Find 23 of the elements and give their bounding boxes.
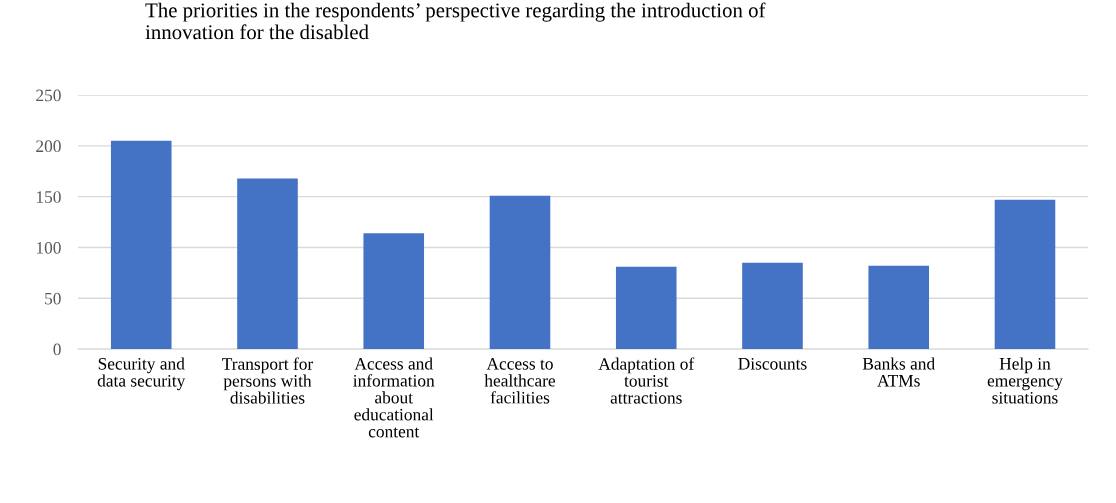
- x-tick-label: Transport for persons with disabilities: [222, 357, 314, 404]
- y-tick-label: 250: [36, 89, 61, 102]
- bar: [994, 199, 1056, 350]
- bar: [868, 265, 930, 350]
- bar: [489, 195, 551, 350]
- x-tick-label: Help in emergency situations: [987, 357, 1063, 404]
- x-tick-label: Access to healthcare facilities: [484, 358, 556, 404]
- bar: [237, 178, 298, 350]
- y-tick-label: 0: [53, 343, 61, 356]
- y-tick-label: 150: [36, 191, 61, 203]
- x-tick-label: Banks and ATMs: [862, 357, 935, 387]
- bar: [110, 140, 172, 350]
- x-tick-label: Adaptation of tourist attractions: [598, 357, 695, 404]
- x-tick-label: Discounts: [738, 357, 807, 370]
- bar: [742, 262, 803, 350]
- bar: [363, 233, 425, 350]
- x-tick-label: Security and data security: [97, 357, 186, 391]
- chart-title: The priorities in the respondents’ perspective regarding the introduction of innovation for the disabled: [145, 2, 766, 40]
- bar: [615, 266, 677, 350]
- x-tick-label: Access and information about educational content: [353, 357, 435, 438]
- y-tick-label: 100: [36, 241, 61, 254]
- y-tick-label: 50: [45, 292, 61, 305]
- y-tick-label: 200: [36, 140, 61, 153]
